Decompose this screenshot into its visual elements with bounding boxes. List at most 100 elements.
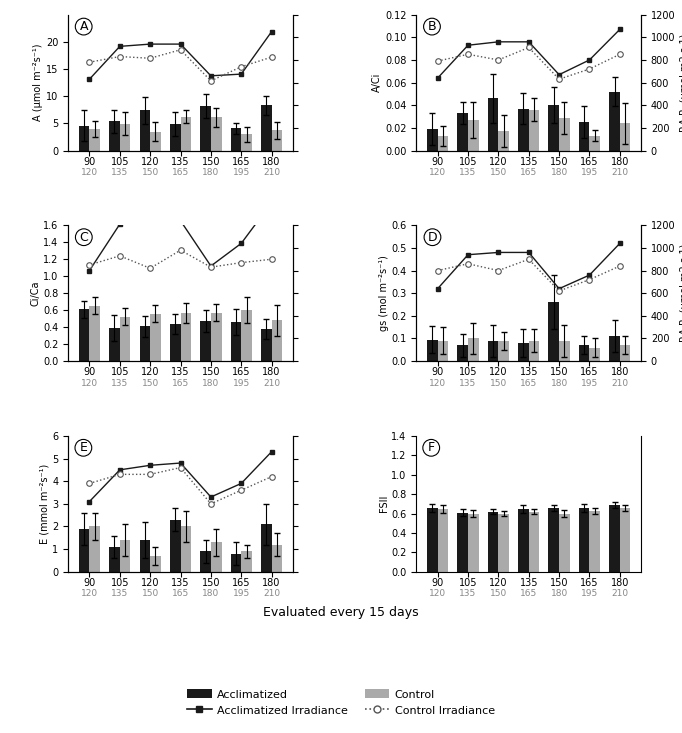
Text: 165: 165 (520, 379, 537, 388)
Text: 165: 165 (172, 168, 189, 177)
Text: 180: 180 (203, 379, 220, 388)
Text: 120: 120 (429, 168, 446, 177)
Bar (261, 524, 271, 572)
Bar (231, 553, 241, 572)
Bar (529, 110, 539, 150)
Bar (170, 324, 181, 361)
Y-axis label: gs (mol m⁻²s⁻¹): gs (mol m⁻²s⁻¹) (379, 255, 389, 331)
Text: 195: 195 (233, 589, 250, 598)
Text: 210: 210 (263, 168, 280, 177)
Text: E: E (79, 441, 87, 454)
Bar (170, 520, 181, 572)
Text: 195: 195 (581, 589, 598, 598)
Bar (529, 512, 539, 572)
Text: 135: 135 (111, 168, 128, 177)
Bar (150, 556, 161, 572)
Bar (458, 113, 468, 150)
Text: 195: 195 (581, 379, 598, 388)
Bar (468, 514, 479, 572)
Text: 150: 150 (490, 379, 507, 388)
Text: Evaluated every 15 days: Evaluated every 15 days (263, 605, 419, 619)
Bar (609, 336, 620, 361)
Bar (261, 106, 271, 150)
Text: A: A (79, 20, 88, 33)
Bar (79, 528, 89, 572)
Bar (620, 345, 630, 361)
Bar (518, 343, 529, 361)
Bar (79, 309, 89, 361)
Bar (488, 341, 499, 361)
Text: 120: 120 (429, 589, 446, 598)
Bar (620, 123, 630, 150)
Bar (89, 526, 100, 572)
Text: 165: 165 (520, 589, 537, 598)
Text: 180: 180 (550, 168, 567, 177)
Bar (589, 347, 600, 361)
Text: F: F (428, 441, 435, 454)
Bar (150, 131, 161, 150)
Text: 195: 195 (233, 168, 250, 177)
Text: 180: 180 (203, 168, 220, 177)
Bar (109, 121, 120, 150)
Bar (109, 547, 120, 572)
Text: 150: 150 (490, 168, 507, 177)
Bar (559, 341, 569, 361)
Text: 135: 135 (111, 379, 128, 388)
Text: 210: 210 (263, 589, 280, 598)
Bar (231, 128, 241, 150)
Bar (579, 345, 589, 361)
Text: 120: 120 (81, 168, 98, 177)
Text: 180: 180 (203, 589, 220, 598)
Bar (609, 92, 620, 150)
Text: 195: 195 (581, 168, 598, 177)
Text: 180: 180 (550, 589, 567, 598)
Text: B: B (428, 20, 436, 33)
Text: 210: 210 (611, 589, 628, 598)
Bar (89, 129, 100, 150)
Text: 210: 210 (611, 379, 628, 388)
Bar (140, 110, 150, 150)
Bar (427, 129, 438, 150)
Text: D: D (428, 231, 437, 243)
Bar (559, 118, 569, 150)
Bar (150, 314, 161, 361)
Y-axis label: Ci/Ca: Ci/Ca (30, 281, 40, 306)
Bar (468, 120, 479, 150)
Text: 165: 165 (172, 379, 189, 388)
Bar (241, 310, 252, 361)
Text: 150: 150 (142, 589, 159, 598)
Text: 150: 150 (142, 379, 159, 388)
Text: 210: 210 (263, 379, 280, 388)
Bar (181, 117, 191, 150)
Bar (271, 320, 282, 361)
Bar (271, 130, 282, 150)
Bar (458, 512, 468, 572)
Bar (548, 508, 559, 572)
Bar (499, 514, 509, 572)
Text: 120: 120 (429, 379, 446, 388)
Bar (427, 508, 438, 572)
Bar (589, 136, 600, 150)
Y-axis label: A/Ci: A/Ci (372, 73, 383, 92)
Text: 195: 195 (233, 379, 250, 388)
Text: 120: 120 (81, 589, 98, 598)
Bar (271, 545, 282, 572)
Text: 165: 165 (520, 168, 537, 177)
Y-axis label: P.A.R. (μmol m2 s-1): P.A.R. (μmol m2 s-1) (679, 244, 682, 342)
Text: 135: 135 (111, 589, 128, 598)
Bar (499, 131, 509, 150)
Bar (201, 321, 211, 361)
Bar (261, 329, 271, 361)
Bar (609, 505, 620, 572)
Bar (89, 306, 100, 361)
Text: 135: 135 (460, 168, 477, 177)
Bar (438, 136, 448, 150)
Bar (499, 341, 509, 361)
Bar (579, 508, 589, 572)
Text: 150: 150 (142, 168, 159, 177)
Y-axis label: A (μmol m⁻²s⁻¹): A (μmol m⁻²s⁻¹) (33, 44, 44, 122)
Text: 135: 135 (460, 379, 477, 388)
Bar (181, 313, 191, 361)
Bar (529, 341, 539, 361)
Bar (438, 509, 448, 572)
